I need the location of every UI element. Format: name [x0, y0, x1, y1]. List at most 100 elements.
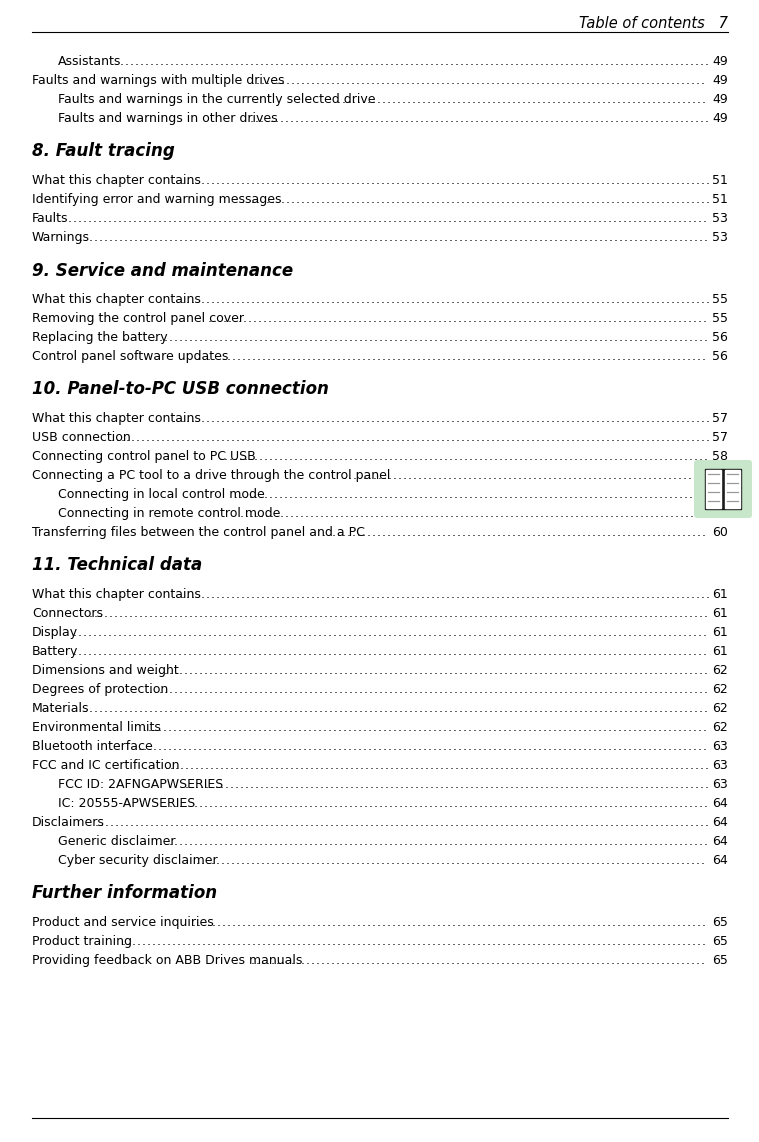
Text: .: .	[461, 588, 465, 601]
Text: .: .	[272, 916, 276, 928]
Text: .: .	[330, 588, 335, 601]
Text: .: .	[682, 740, 687, 753]
Text: .: .	[336, 526, 340, 539]
Text: .: .	[493, 740, 496, 753]
Text: .: .	[298, 797, 303, 810]
Text: .: .	[373, 645, 376, 658]
Text: .: .	[500, 174, 505, 187]
Text: .: .	[373, 450, 377, 463]
Text: .: .	[550, 174, 554, 187]
Text: .: .	[658, 331, 663, 344]
Text: .: .	[680, 412, 685, 425]
Text: .: .	[551, 74, 555, 87]
Text: 8. Fault tracing: 8. Fault tracing	[32, 143, 175, 161]
Text: .: .	[414, 488, 417, 501]
Text: .: .	[605, 55, 609, 69]
Text: .: .	[282, 212, 286, 225]
Text: .: .	[203, 702, 208, 715]
Text: .: .	[563, 312, 567, 325]
Text: .: .	[340, 412, 345, 425]
Text: .: .	[310, 174, 314, 187]
Text: 65: 65	[712, 935, 728, 948]
Text: .: .	[635, 412, 639, 425]
Text: .: .	[219, 759, 224, 772]
Text: .: .	[627, 916, 631, 928]
Text: .: .	[168, 740, 172, 753]
Text: .: .	[370, 293, 374, 306]
Text: .: .	[636, 954, 640, 967]
Text: .: .	[332, 312, 337, 325]
Text: .: .	[389, 608, 393, 620]
Text: .: .	[443, 835, 447, 849]
Text: .: .	[392, 93, 395, 106]
Text: .: .	[342, 349, 346, 363]
Text: .: .	[178, 626, 182, 640]
Text: 55: 55	[712, 312, 728, 325]
Text: .: .	[694, 778, 699, 791]
Text: .: .	[320, 431, 325, 444]
Text: .: .	[657, 916, 660, 928]
Text: .: .	[640, 759, 644, 772]
Text: .: .	[518, 835, 522, 849]
Text: .: .	[244, 331, 247, 344]
Text: .: .	[209, 817, 213, 829]
Text: .: .	[528, 450, 533, 463]
Text: .: .	[665, 759, 669, 772]
Text: .: .	[338, 721, 342, 734]
Text: .: .	[430, 431, 435, 444]
Text: .: .	[598, 231, 602, 244]
Text: .: .	[371, 526, 375, 539]
Text: .: .	[198, 331, 203, 344]
Text: .: .	[564, 450, 568, 463]
Text: .: .	[504, 797, 508, 810]
Text: .: .	[251, 74, 255, 87]
Text: .: .	[365, 588, 370, 601]
Text: .: .	[320, 412, 324, 425]
Text: .: .	[524, 608, 528, 620]
Text: .: .	[443, 331, 447, 344]
Text: .: .	[361, 916, 366, 928]
Text: .: .	[273, 683, 277, 695]
Text: .: .	[482, 916, 486, 928]
Text: Transferring files between the control panel and a PC: Transferring files between the control p…	[32, 526, 365, 539]
Text: .: .	[184, 608, 188, 620]
Text: .: .	[502, 626, 507, 640]
Text: .: .	[355, 193, 359, 206]
Text: .: .	[436, 293, 439, 306]
Text: .: .	[543, 450, 547, 463]
Text: .: .	[513, 231, 517, 244]
Text: .: .	[611, 854, 615, 867]
Text: .: .	[323, 645, 327, 658]
Text: .: .	[693, 626, 697, 640]
Text: .: .	[416, 854, 420, 867]
Text: .: .	[538, 231, 542, 244]
Text: 62: 62	[712, 683, 728, 695]
Text: .: .	[395, 759, 398, 772]
Text: .: .	[614, 817, 619, 829]
Text: .: .	[200, 412, 204, 425]
Text: .: .	[490, 193, 494, 206]
Text: .: .	[653, 231, 657, 244]
Text: .: .	[535, 293, 540, 306]
Text: .: .	[375, 193, 380, 206]
Text: .: .	[672, 349, 676, 363]
Text: .: .	[425, 55, 429, 69]
Text: .: .	[292, 349, 296, 363]
Text: .: .	[547, 740, 552, 753]
Text: .: .	[178, 740, 181, 753]
Text: .: .	[578, 797, 583, 810]
Text: .: .	[391, 431, 395, 444]
Text: .: .	[576, 935, 581, 948]
Text: .: .	[480, 431, 484, 444]
Text: .: .	[187, 740, 191, 753]
Text: .: .	[684, 797, 688, 810]
Text: .: .	[512, 93, 515, 106]
Text: .: .	[496, 588, 499, 601]
Text: .: .	[250, 431, 254, 444]
Text: .: .	[266, 174, 269, 187]
Text: .: .	[467, 916, 471, 928]
Text: .: .	[487, 349, 491, 363]
Text: .: .	[490, 507, 493, 520]
Text: .: .	[213, 645, 217, 658]
Text: .: .	[425, 588, 430, 601]
